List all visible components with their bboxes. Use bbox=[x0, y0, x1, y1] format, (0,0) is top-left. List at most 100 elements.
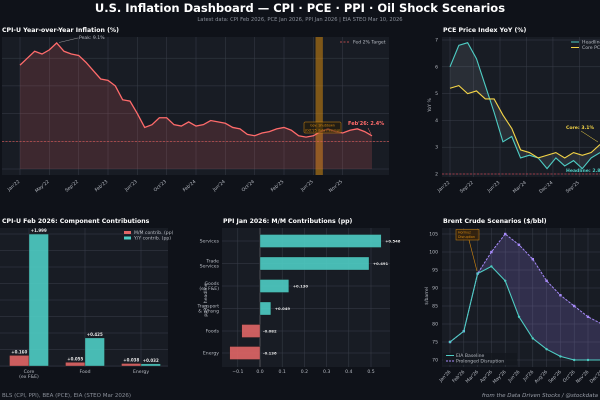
ppi-chart: PPI Jan 2026: M/M Contributions (pp) −0.1… bbox=[196, 218, 400, 375]
bar bbox=[241, 324, 261, 338]
legend-fed-target: Fed 2% Target bbox=[353, 40, 386, 46]
baseline-point bbox=[586, 358, 590, 362]
prolonged-point bbox=[545, 279, 548, 282]
bar-value-label: +1.999 bbox=[31, 228, 47, 233]
x-tick-label: Feb'26 bbox=[451, 369, 466, 384]
bar-value-label: +0.491 bbox=[373, 261, 389, 266]
headline-pce-line bbox=[449, 42, 600, 170]
y-tick-label: 85 bbox=[432, 304, 438, 310]
bar-yy bbox=[28, 233, 49, 367]
bar-mm bbox=[65, 362, 86, 367]
x-tick-label: Food bbox=[79, 369, 90, 375]
bar-value-label: +0.160 bbox=[11, 349, 27, 354]
core-pce-line bbox=[449, 84, 600, 159]
pce-chart: PCE Price Index YoY (%) 2 3 4 5 6 7 YoY % Jan'22… bbox=[427, 27, 600, 195]
prolonged-point bbox=[490, 250, 493, 254]
baseline-point bbox=[490, 265, 493, 268]
annotation-label: Hormuz bbox=[458, 231, 471, 235]
y-tick-label: 4 bbox=[435, 118, 438, 124]
annotation-label: Disruption bbox=[458, 235, 475, 239]
y-tick-label: Energy bbox=[203, 351, 219, 357]
prolonged-point bbox=[573, 304, 576, 308]
bar-value-label: +0.038 bbox=[123, 357, 139, 362]
baseline-point bbox=[504, 279, 507, 282]
legend-swatch bbox=[124, 236, 131, 240]
headline-label: Headline: 2.8% bbox=[566, 168, 600, 174]
footer-sources: BLS (CPI, PPI), BEA (PCE), EIA (STEO Mar… bbox=[2, 393, 131, 399]
y-tick-label: 105 bbox=[429, 232, 438, 238]
baseline-point bbox=[531, 337, 534, 340]
y-tick-label: 5 bbox=[435, 91, 438, 97]
y-tick-label: 2 bbox=[435, 172, 438, 178]
x-tick-label: Jan'22 bbox=[436, 180, 452, 194]
legend-label: M/M contrib. (pp) bbox=[134, 230, 174, 236]
chart-title: CPI-U Feb 2026: Component Contributions bbox=[2, 218, 150, 225]
cpi-components-chart: CPI-U Feb 2026: Component Contributions +… bbox=[0, 218, 174, 380]
legend-prolonged: Prolonged Disruption bbox=[456, 359, 504, 365]
x-tick-label: Sep'22 bbox=[64, 179, 80, 194]
dashboard-title: U.S. Inflation Dashboard — CPI · PCE · P… bbox=[95, 1, 505, 15]
bar-value-label: -0.082 bbox=[263, 328, 277, 333]
x-tick-label: 0.0 bbox=[256, 369, 263, 375]
x-tick-label: Jun'26 bbox=[506, 369, 521, 384]
x-tick-label: Feb'23 bbox=[94, 179, 110, 193]
x-tick-label: Jan'26 bbox=[437, 369, 452, 384]
x-tick-label: Jun'24 bbox=[211, 179, 227, 193]
y-tick-label: (ex F&E) bbox=[199, 286, 219, 292]
bar-value-label: +0.032 bbox=[143, 358, 159, 363]
legend-box bbox=[443, 353, 517, 365]
x-tick-label: May'26 bbox=[492, 369, 508, 385]
prolonged-point bbox=[586, 315, 590, 318]
bar-value-label: -0.136 bbox=[263, 350, 277, 355]
x-tick-label: (ex F&E) bbox=[19, 374, 39, 380]
y-tick-label: & Whsng bbox=[198, 308, 219, 314]
y-tick-label: Foods bbox=[206, 329, 220, 335]
y-tick-label: 6 bbox=[435, 64, 438, 70]
baseline-point bbox=[476, 272, 479, 275]
x-tick-label: 0.5 bbox=[367, 369, 374, 375]
cpi-area bbox=[20, 42, 372, 170]
baseline-point bbox=[517, 315, 521, 318]
y-tick-label: 100 bbox=[429, 250, 438, 256]
x-tick-label: 0.2 bbox=[301, 369, 308, 375]
x-tick-label: Sep'25 bbox=[565, 180, 581, 195]
y-tick-label: Transport bbox=[196, 304, 219, 310]
latest-label: Feb'26: 2.4% bbox=[348, 121, 384, 127]
annotation-box bbox=[455, 229, 480, 241]
y-tick-label: 70 bbox=[432, 358, 438, 364]
prolonged-point bbox=[559, 294, 562, 297]
bar-value-label: +0.546 bbox=[385, 238, 401, 243]
cpi-line bbox=[19, 42, 373, 138]
x-tick-label: Jun'25 bbox=[299, 179, 315, 193]
bar bbox=[259, 256, 370, 271]
dashboard-subtitle: Latest data: CPI Feb 2026, PCE Jan 2026,… bbox=[197, 17, 402, 23]
prolonged-point bbox=[504, 232, 507, 236]
x-tick-label: Oct'24 bbox=[241, 179, 256, 193]
prolonged-point bbox=[517, 243, 521, 246]
legend-headline: Headline PCE bbox=[582, 40, 600, 46]
shutdown-band bbox=[315, 37, 323, 175]
x-tick-label: Sep'26 bbox=[547, 369, 562, 384]
footer-credit: from the Data Driven Stocks / @stockdata bbox=[482, 393, 599, 399]
x-tick-label: May'22 bbox=[34, 179, 51, 194]
bar-mm bbox=[9, 355, 30, 367]
x-tick-label: Oct'23 bbox=[153, 179, 168, 193]
y-tick-label: 75 bbox=[432, 340, 438, 346]
x-tick-label: Feb'25 bbox=[270, 179, 286, 193]
baseline-point bbox=[462, 330, 465, 333]
x-tick-label: Energy bbox=[133, 369, 149, 375]
core-label: Core: 3.1% bbox=[566, 125, 594, 131]
peak-arrow bbox=[58, 37, 79, 43]
prolonged-point bbox=[531, 258, 534, 261]
x-tick-label: Mar'26 bbox=[465, 369, 480, 384]
chart-title: PPI Jan 2026: M/M Contributions (pp) bbox=[223, 218, 353, 225]
bar bbox=[259, 234, 382, 248]
plot-area bbox=[442, 228, 600, 367]
y-tick-label: Services bbox=[200, 239, 220, 245]
cpi-chart: CPI-U Year-over-Year Inflation (%) Jan'22… bbox=[2, 27, 389, 194]
x-tick-label: Sep'22 bbox=[459, 180, 475, 195]
shutdown-label-box bbox=[303, 121, 342, 134]
legend-swatch bbox=[124, 231, 131, 234]
